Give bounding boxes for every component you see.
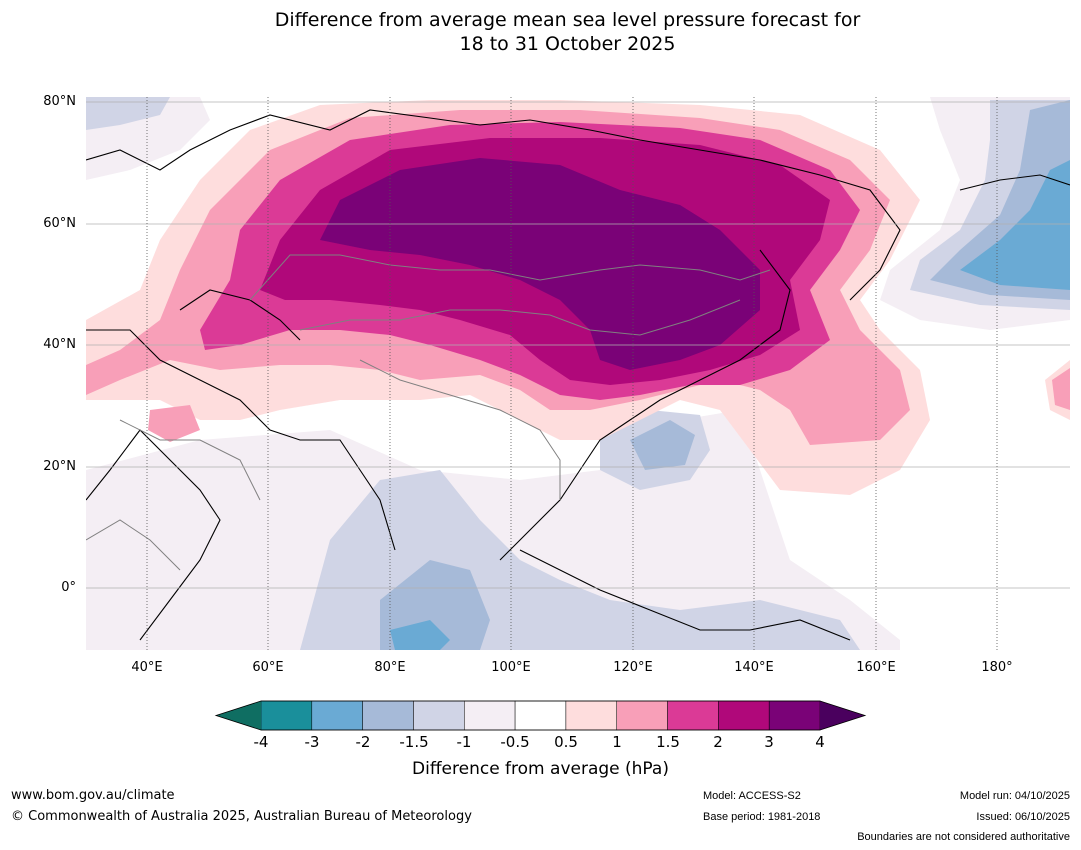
colorbar-tick: 2 xyxy=(713,733,723,751)
lon-label-120e: 120°E xyxy=(613,660,653,675)
colorbar-tick: -2 xyxy=(355,733,371,751)
model-run-date: Model run: 04/10/2025 xyxy=(959,790,1070,802)
lat-label-40n: 40°N xyxy=(43,337,76,352)
colorbar-tick: -3 xyxy=(304,733,320,751)
coastlines xyxy=(86,109,1070,641)
lat-label-0: 0° xyxy=(61,580,76,595)
issued-date: Issued: 06/10/2025 xyxy=(976,811,1070,823)
base-period: Base period: 1981-2018 xyxy=(703,811,821,823)
colorbar-cell xyxy=(464,700,516,731)
colorbar-extend-high xyxy=(820,701,865,730)
colorbar-extend-low xyxy=(216,701,261,730)
colorbar-tick: -1.5 xyxy=(399,733,429,751)
colorbar-outline xyxy=(214,700,867,731)
colorbar-cell xyxy=(260,700,313,731)
colorbar-tick: -1 xyxy=(456,733,472,751)
anomaly-positive-1-arabia xyxy=(148,405,200,442)
colorbar-cells xyxy=(260,700,821,731)
anomaly-positive-3 xyxy=(320,158,760,370)
map-title: Difference from average mean sea level p… xyxy=(0,8,1081,56)
anomaly-negative-pacific-4 xyxy=(960,160,1070,290)
colorbar-tick: -0.5 xyxy=(500,733,530,751)
copyright-text: © Commonwealth of Australia 2025, Austra… xyxy=(11,809,472,824)
lon-label-40e: 40°E xyxy=(131,660,163,675)
lon-label-160e: 160°E xyxy=(856,660,896,675)
lat-label-80n: 80°N xyxy=(43,94,76,109)
colorbar-label: Difference from average (hPa) xyxy=(412,759,669,779)
lon-label-60e: 60°E xyxy=(252,660,284,675)
colorbar-tick: 4 xyxy=(815,733,825,751)
colorbar-cell xyxy=(413,700,465,731)
colorbar-cell xyxy=(718,700,770,731)
anomaly-negative-atlantic-2 xyxy=(86,97,170,130)
boundaries-disclaimer: Boundaries are not considered authoritat… xyxy=(857,831,1070,843)
title-line-2: 18 to 31 October 2025 xyxy=(459,33,676,55)
website-link[interactable]: www.bom.gov.au/climate xyxy=(11,788,175,803)
title-line-1: Difference from average mean sea level p… xyxy=(274,9,861,31)
colorbar-tick: 3 xyxy=(764,733,774,751)
colorbar-tick: 0.5 xyxy=(554,733,578,751)
forecast-map xyxy=(86,97,1070,650)
colorbar-cell xyxy=(565,700,617,731)
colorbar-cell xyxy=(311,700,363,731)
colorbar-cell xyxy=(362,700,414,731)
anomaly-positive-1-east xyxy=(1052,368,1070,410)
lon-label-80e: 80°E xyxy=(374,660,406,675)
pressure-anomaly-field xyxy=(86,97,1070,650)
colorbar xyxy=(214,700,867,731)
colorbar-cell xyxy=(768,700,821,731)
colorbar-cell xyxy=(616,700,668,731)
colorbar-tick: -4 xyxy=(253,733,269,751)
colorbar-tick: 1 xyxy=(612,733,622,751)
colorbar-tick: 1.5 xyxy=(656,733,680,751)
lon-label-100e: 100°E xyxy=(491,660,531,675)
longitude-gridlines xyxy=(146,97,998,650)
colorbar-cell xyxy=(514,700,567,731)
latitude-gridlines xyxy=(86,101,1070,589)
lon-label-140e: 140°E xyxy=(734,660,774,675)
anomaly-negative-scs-2 xyxy=(630,420,695,470)
lat-label-20n: 20°N xyxy=(43,459,76,474)
lon-label-180: 180° xyxy=(981,660,1013,675)
anomaly-negative-indian-ocean xyxy=(390,620,450,650)
lat-label-60n: 60°N xyxy=(43,216,76,231)
model-name: Model: ACCESS-S2 xyxy=(703,790,801,802)
colorbar-cell xyxy=(667,700,719,731)
country-borders xyxy=(86,254,771,571)
